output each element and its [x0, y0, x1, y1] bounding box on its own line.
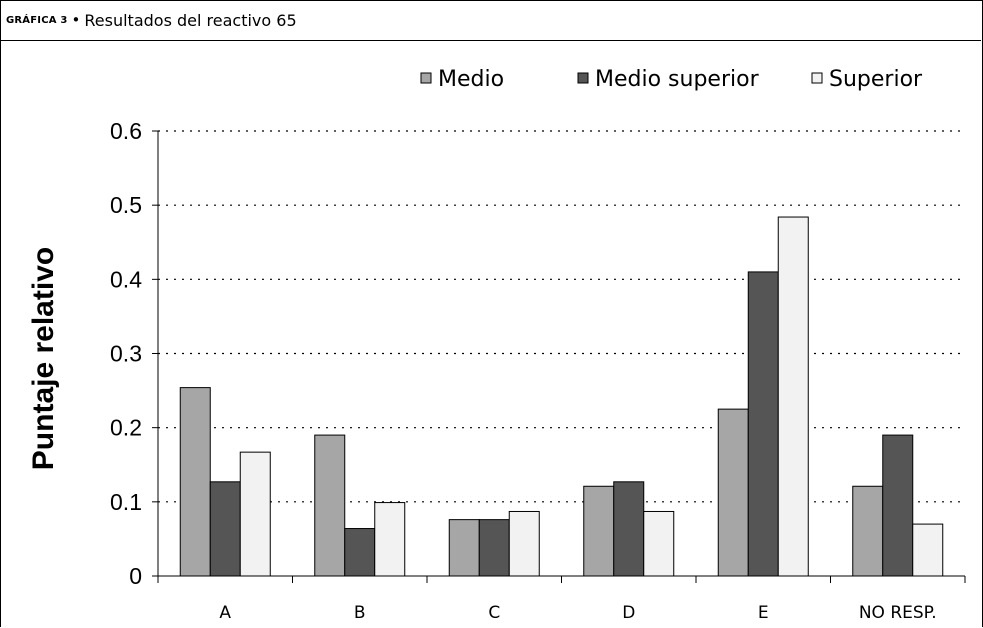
bar-medio-no-resp: [852, 485, 884, 577]
y-axis-label: Puntaje relativo: [27, 247, 60, 470]
header-bullet: •: [71, 11, 81, 29]
x-tick-label: D: [622, 603, 635, 623]
legend-swatch-medio-superior: [577, 72, 589, 84]
y-tick-label: 0.1: [110, 489, 142, 515]
legend-label-superior: Superior: [829, 67, 923, 92]
bar-superior-c: [508, 510, 540, 577]
y-tick-label: 0.4: [110, 266, 142, 292]
bar-superior-b: [374, 502, 406, 577]
bar-superior-a: [239, 451, 271, 577]
x-tick-label: NO RESP.: [859, 603, 937, 623]
y-tick-label: 0: [129, 563, 142, 589]
bar-superior-no-resp: [912, 523, 944, 577]
y-tick-label: 0.2: [110, 415, 142, 441]
legend-label-medio-superior: Medio superior: [595, 67, 760, 92]
legend-swatch-superior: [811, 72, 823, 84]
bar-medio-superior-d: [613, 481, 645, 577]
y-tick-label: 0.3: [110, 341, 142, 367]
bar-medio-superior-e: [747, 271, 779, 577]
y-tick-label: 0.6: [110, 118, 142, 144]
bar-medio-superior-no-resp: [882, 434, 914, 577]
bar-superior-d: [643, 510, 675, 577]
x-tick-label: E: [758, 603, 769, 623]
legend-swatch-medio: [420, 72, 432, 84]
bar-medio-d: [583, 485, 615, 577]
bar-medio-superior-a: [209, 481, 241, 577]
x-tick-label: A: [219, 603, 231, 623]
bar-medio-a: [179, 387, 211, 577]
bar-superior-e: [777, 216, 809, 577]
bar-medio-superior-b: [344, 528, 376, 577]
figure-number: GRÁFICA 3: [6, 14, 68, 26]
x-tick-label: B: [354, 603, 366, 623]
bar-medio-b: [314, 434, 346, 577]
bar-medio-e: [717, 408, 749, 577]
legend-label-medio: Medio: [438, 67, 504, 92]
bar-medio-superior-c: [478, 519, 510, 577]
x-tick-label: C: [488, 603, 500, 623]
figure-header: GRÁFICA 3 • Resultados del reactivo 65: [0, 0, 981, 41]
y-tick-label: 0.5: [110, 192, 142, 218]
bar-medio-c: [448, 519, 480, 577]
chart-title: Resultados del reactivo 65: [84, 10, 297, 30]
